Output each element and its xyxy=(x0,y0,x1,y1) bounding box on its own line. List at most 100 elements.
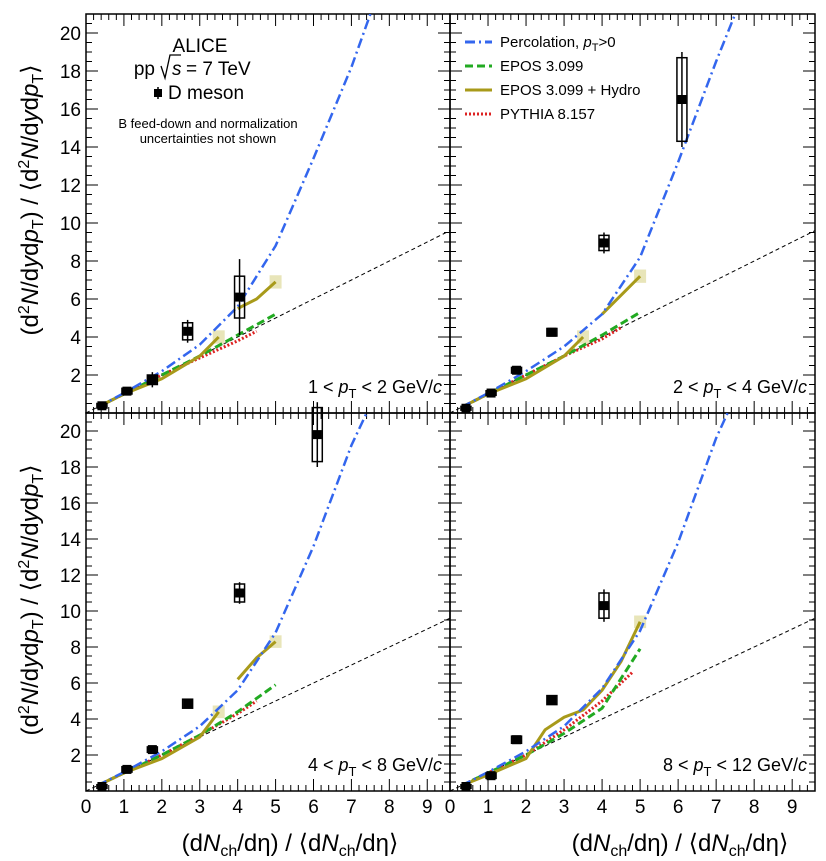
x-tick-label: 6 xyxy=(673,797,684,818)
x-tick-label: 8 xyxy=(384,797,395,818)
reference-diagonal-line xyxy=(85,230,451,414)
data-point xyxy=(461,782,471,791)
panel-frame xyxy=(85,412,451,792)
panel-pt-label: 4 < pT < 8 GeV/c xyxy=(308,755,442,779)
y-tick-label: 14 xyxy=(60,138,82,159)
y-tick-label: 4 xyxy=(70,710,81,731)
d-meson-points xyxy=(96,402,324,791)
system-energy: = 7 TeV xyxy=(186,59,251,80)
d-meson-points xyxy=(96,259,246,411)
y-tick-label: 4 xyxy=(70,328,81,349)
x-tick-label: 3 xyxy=(194,797,205,818)
note-line-2: uncertainties not shown xyxy=(140,131,277,146)
marker-legend-label: D meson xyxy=(168,83,244,104)
hydro-curve xyxy=(460,621,642,787)
percolation-curve xyxy=(96,413,368,787)
y-tick-label: 18 xyxy=(60,62,81,83)
panel-2: 2 < pT < 4 GeV/c xyxy=(449,13,816,414)
panel-pt-label: 2 < pT < 4 GeV/c xyxy=(673,377,807,401)
system-prefix: pp xyxy=(134,59,155,80)
y-tick-label: 10 xyxy=(60,602,81,623)
data-point xyxy=(183,699,193,709)
data-point xyxy=(486,388,496,398)
data-point xyxy=(97,401,107,411)
y-tick-label: 18 xyxy=(60,458,81,479)
hydro-curve xyxy=(601,275,642,316)
x-tick-label: 1 xyxy=(483,797,494,818)
epos-legend-label: EPOS 3.099 xyxy=(500,58,583,75)
x-tick-label: 2 xyxy=(157,797,168,818)
data-point xyxy=(677,95,687,104)
y-tick-label: 2 xyxy=(70,366,81,387)
x-tick-label: 1 xyxy=(119,797,130,818)
reference-diagonal-line xyxy=(449,617,816,792)
d-meson-points xyxy=(460,589,610,791)
x-tick-label: 0 xyxy=(81,797,92,818)
y-tick-label: 20 xyxy=(60,24,81,45)
y-tick-label: 14 xyxy=(60,530,82,551)
x-tick-label: 5 xyxy=(270,797,281,818)
y-tick-label: 12 xyxy=(60,176,81,197)
x-tick-label: 7 xyxy=(346,797,357,818)
panel-1: 2 4 6 8 10 12 14 16 18 20 1 < pT < 2 GeV/c xyxy=(60,13,451,414)
d-meson-points xyxy=(460,52,688,413)
x-axis-title-right: (dNch/dη) / ⟨dNch/dη⟩ xyxy=(572,830,789,860)
data-point xyxy=(486,771,496,781)
data-point xyxy=(147,745,157,755)
model-legend: Percolation, pT>0 EPOS 3.099 EPOS 3.099 + … xyxy=(465,34,641,123)
data-point xyxy=(122,764,132,774)
y-tick-label: 6 xyxy=(70,290,81,311)
x-tick-label: 9 xyxy=(422,797,433,818)
x-tick-label: 4 xyxy=(232,797,243,818)
y-tick-label: 8 xyxy=(70,638,81,659)
x-tick-label: 4 xyxy=(597,797,608,818)
hydro-uncertainty-band xyxy=(634,615,647,629)
data-point xyxy=(235,292,245,302)
sqrt-symbol xyxy=(160,54,181,81)
percolation-legend-label: Percolation, pT>0 xyxy=(500,34,616,54)
panel-pt-label: 1 < pT < 2 GeV/c xyxy=(308,377,442,401)
x-tick-label: 3 xyxy=(559,797,570,818)
panel-4: 0 1 2 3 4 5 6 7 8 9 8 < pT < 12 GeV/c xyxy=(445,412,816,818)
y-tick-label: 20 xyxy=(60,422,81,443)
reference-diagonal-line xyxy=(449,230,816,414)
x-tick-label: 5 xyxy=(635,797,646,818)
data-point xyxy=(599,238,609,248)
note-line-1: B feed-down and normalization xyxy=(118,116,297,131)
x-tick-label: 0 xyxy=(445,797,456,818)
data-point xyxy=(547,695,557,705)
data-point xyxy=(235,588,245,598)
y-axis-title-top: (d2N/dydpT) / ⟨d2N/dydpT⟩ xyxy=(16,65,47,336)
percolation-curve xyxy=(460,14,737,409)
data-point xyxy=(183,326,193,336)
data-point xyxy=(547,327,557,337)
data-point xyxy=(512,735,522,745)
data-point xyxy=(97,782,107,791)
x-tick-label: 6 xyxy=(308,797,319,818)
x-tick-label: 2 xyxy=(521,797,532,818)
panel-frame xyxy=(449,412,816,792)
hydro-curve xyxy=(96,710,220,787)
model-curves xyxy=(460,14,737,409)
model-curves xyxy=(460,413,729,787)
model-curves xyxy=(96,413,368,787)
y-tick-label: 2 xyxy=(70,746,81,767)
y-tick-label: 6 xyxy=(70,674,81,695)
data-point xyxy=(312,430,322,440)
hydro-curve xyxy=(96,335,220,409)
percolation-curve xyxy=(460,413,729,787)
marker-legend-square xyxy=(154,89,162,97)
data-point xyxy=(122,386,132,396)
system-sqrt-variable: s xyxy=(172,59,182,80)
hydro-curve xyxy=(236,640,277,681)
hydro-curve xyxy=(460,335,585,409)
hydro-legend-label: EPOS 3.099 + Hydro xyxy=(500,82,641,99)
x-axis-title-left: (dNch/dη) / ⟨dNch/dη⟩ xyxy=(182,830,399,860)
y-tick-label: 16 xyxy=(60,100,81,121)
pythia-legend-label: PYTHIA 8.157 xyxy=(500,106,595,123)
marker-legend: D meson xyxy=(154,83,244,104)
data-point xyxy=(147,375,157,385)
